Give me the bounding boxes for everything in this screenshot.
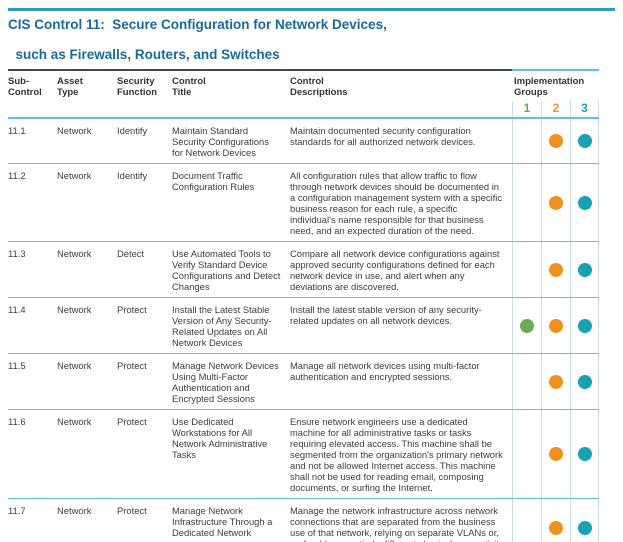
control-description-cell: Manage all network devices using multi-f… (290, 360, 480, 382)
ig3-cell (570, 499, 599, 542)
ig2-cell (541, 242, 570, 297)
ig2-dot (549, 447, 563, 461)
asset-type-cell: Network (57, 360, 92, 371)
table-row: 11.2 Network Identify Document Traffic C… (8, 164, 599, 242)
controls-table: Sub- Control Asset Type Security Functio… (8, 69, 599, 542)
ig-numbers-row: 1 2 3 (8, 101, 599, 119)
sub-control-id: 11.2 (8, 170, 26, 181)
security-function-cell: Protect (117, 304, 147, 315)
ig2-dot (549, 195, 563, 210)
security-function-cell: Protect (117, 360, 147, 371)
ig1-cell (512, 354, 541, 409)
control-title-cell: Manage Network Infrastructure Through a … (172, 505, 273, 538)
ig2-cell (541, 164, 570, 241)
ig2-dot (549, 521, 563, 535)
ig3-dot (577, 447, 592, 461)
ig2-dot (549, 262, 563, 277)
ig3-dot (577, 195, 592, 210)
header-implementation-groups: Implementation Groups (512, 69, 599, 101)
ig3-cell (570, 242, 599, 297)
page-title-line2: such as Firewalls, Routers, and Switches (15, 47, 280, 62)
control-title-cell: Use Automated Tools to Verify Standard D… (172, 248, 281, 292)
ig2-cell (541, 354, 570, 409)
ig-col-2-label: 2 (541, 101, 570, 117)
asset-type-cell: Network (57, 248, 92, 259)
asset-type-cell: Network (57, 505, 92, 516)
security-function-cell: Identify (117, 170, 148, 181)
sub-control-id: 11.1 (8, 125, 26, 136)
ig3-cell (570, 119, 599, 163)
ig2-cell (541, 499, 570, 542)
header-security-function: Security Function (117, 69, 172, 101)
table-row: 11.3 Network Detect Use Automated Tools … (8, 242, 599, 298)
control-title-cell: Use Dedicated Workstations for All Netwo… (172, 416, 268, 460)
ig3-dot (577, 262, 592, 277)
control-description-cell: Install the latest stable version of any… (290, 304, 482, 326)
table-row: 11.4 Network Protect Install the Latest … (8, 298, 599, 354)
control-description-cell: Compare all network device configuration… (290, 248, 500, 292)
sub-control-id: 11.6 (8, 416, 26, 427)
control-title-cell: Install the Latest Stable Version of Any… (172, 304, 272, 348)
ig-col-3-label: 3 (570, 101, 599, 117)
ig1-cell (512, 499, 541, 542)
control-description-cell: All configuration rules that allow traff… (290, 170, 503, 236)
asset-type-cell: Network (57, 125, 92, 136)
sub-control-id: 11.4 (8, 304, 26, 315)
ig3-cell (570, 354, 599, 409)
asset-type-cell: Network (57, 304, 92, 315)
sub-control-id: 11.3 (8, 248, 26, 259)
ig3-cell (570, 410, 599, 498)
ig1-cell (512, 164, 541, 241)
security-function-cell: Protect (117, 505, 147, 516)
table-row: 11.5 Network Protect Manage Network Devi… (8, 354, 599, 410)
ig2-cell (541, 410, 570, 498)
security-function-cell: Protect (117, 416, 147, 427)
ig3-dot (577, 318, 592, 333)
sub-control-id: 11.5 (8, 360, 26, 371)
ig1-cell (512, 242, 541, 297)
ig2-cell (541, 119, 570, 163)
ig1-dot (520, 318, 534, 333)
control-title-cell: Manage Network Devices Using Multi-Facto… (172, 360, 279, 404)
control-description-cell: Ensure network engineers use a dedicated… (290, 416, 503, 493)
control-description-cell: Manage the network infrastructure across… (290, 505, 504, 542)
table-row: 11.1 Network Identify Maintain Standard … (8, 119, 599, 164)
table-row: 11.6 Network Protect Use Dedicated Works… (8, 410, 599, 499)
security-function-cell: Detect (117, 248, 145, 259)
ig2-dot (549, 134, 563, 148)
top-accent-bar (8, 8, 615, 11)
ig3-cell (570, 298, 599, 353)
ig2-dot (549, 374, 563, 389)
ig3-cell (570, 164, 599, 241)
asset-type-cell: Network (57, 170, 92, 181)
table-header-row: Sub- Control Asset Type Security Functio… (8, 69, 599, 101)
security-function-cell: Identify (117, 125, 148, 136)
header-sub-control: Sub- Control (8, 69, 57, 101)
sub-control-id: 11.7 (8, 505, 26, 516)
ig1-cell (512, 119, 541, 163)
control-description-cell: Maintain documented security configurati… (290, 125, 476, 147)
page-title: CIS Control 11: Secure Configuration for… (8, 17, 615, 62)
ig1-cell (512, 410, 541, 498)
header-control-descriptions: Control Descriptions (290, 69, 512, 101)
ig3-dot (577, 521, 592, 535)
ig3-dot (577, 134, 592, 148)
header-asset-type: Asset Type (57, 69, 117, 101)
page-title-line1: CIS Control 11: Secure Configuration for… (8, 17, 387, 32)
ig2-cell (541, 298, 570, 353)
ig2-dot (549, 318, 563, 333)
control-title-cell: Maintain Standard Security Configuration… (172, 125, 269, 158)
ig1-cell (512, 298, 541, 353)
ig-col-1-label: 1 (512, 101, 541, 117)
asset-type-cell: Network (57, 416, 92, 427)
header-control-title: Control Title (172, 69, 290, 101)
ig3-dot (577, 374, 592, 389)
control-title-cell: Document Traffic Configuration Rules (172, 170, 255, 192)
table-row: 11.7 Network Protect Manage Network Infr… (8, 499, 599, 542)
